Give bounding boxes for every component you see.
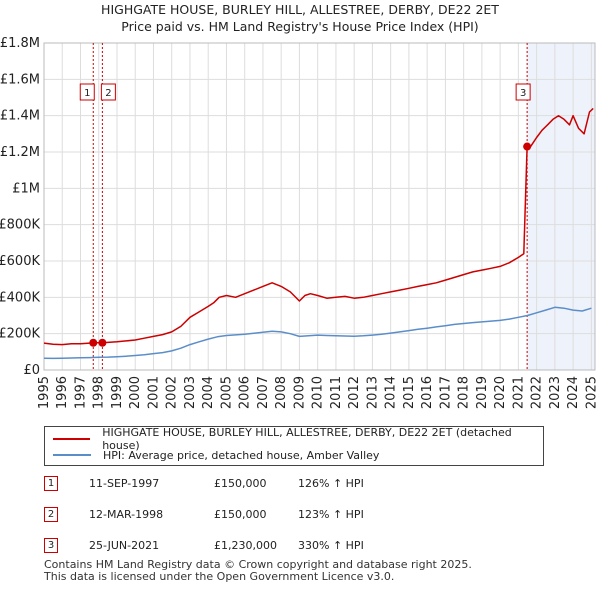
chart-subtitle: Price paid vs. HM Land Registry's House … <box>121 19 478 34</box>
transaction-number: 3 <box>44 537 58 553</box>
marker-box-3 <box>515 83 531 101</box>
y-tick-label: £0 <box>23 363 40 378</box>
marker-box-label-2: 2 <box>105 88 111 99</box>
table-row: 3 25-JUN-2021 £1,230,000 330% ↑ HPI <box>44 535 364 555</box>
marker-dot-2 <box>98 338 107 347</box>
x-tick-label: 2003 <box>183 376 198 409</box>
x-tick-label: 2006 <box>238 376 253 409</box>
x-tick-label: 2004 <box>201 376 216 409</box>
x-tick-label: 2018 <box>457 376 472 409</box>
marker-dot-3 <box>523 142 532 151</box>
x-tick-label: 2015 <box>402 376 417 409</box>
transaction-price: £1,230,000 <box>214 538 277 552</box>
transaction-date: 25-JUN-2021 <box>89 538 160 552</box>
x-tick-label: 2001 <box>146 376 161 409</box>
transaction-number: 1 <box>44 475 58 491</box>
x-tick-label: 2024 <box>566 376 581 409</box>
x-tick-label: 2022 <box>530 376 545 409</box>
legend-swatch-property <box>53 438 91 440</box>
transaction-hpi-change: 126% ↑ HPI <box>298 476 364 490</box>
x-tick-label: 2014 <box>384 376 399 409</box>
x-tick-label: 1996 <box>55 376 70 409</box>
x-tick-label: 2017 <box>438 376 453 409</box>
transaction-date: 12-MAR-1998 <box>89 507 164 521</box>
plot-frame <box>43 42 596 371</box>
transaction-price: £150,000 <box>214 476 267 490</box>
x-tick-label: 2021 <box>511 376 526 409</box>
legend: HIGHGATE HOUSE, BURLEY HILL, ALLESTREE, … <box>44 426 544 466</box>
y-tick-label: £1.6M <box>0 72 40 87</box>
marker-box-label-3: 3 <box>520 88 526 99</box>
series-line-property <box>43 107 594 346</box>
shaded-region <box>527 43 595 370</box>
x-tick-label: 2009 <box>292 376 307 409</box>
x-tick-label: 2012 <box>347 376 362 409</box>
x-tick-label: 2011 <box>329 376 344 409</box>
marker-box-2 <box>100 83 116 101</box>
y-tick-label: £1.4M <box>0 109 40 124</box>
transaction-hpi-change: 123% ↑ HPI <box>298 507 364 521</box>
x-tick-label: 1997 <box>73 376 88 409</box>
x-tick-label: 2013 <box>365 376 380 409</box>
legend-item-hpi: HPI: Average price, detached house, Ambe… <box>53 447 379 463</box>
x-tick-label: 2002 <box>165 376 180 409</box>
x-tick-label: 2016 <box>420 376 435 409</box>
y-tick-label: £1M <box>12 181 40 196</box>
price-chart: HIGHGATE HOUSE, BURLEY HILL, ALLESTREE, … <box>0 2 599 409</box>
legend-item-property: HIGHGATE HOUSE, BURLEY HILL, ALLESTREE, … <box>53 426 543 452</box>
x-tick-label: 2023 <box>548 376 563 409</box>
x-tick-label: 2019 <box>475 376 490 409</box>
legend-swatch-hpi <box>53 454 91 456</box>
x-tick-label: 2010 <box>311 376 326 409</box>
footer-licence: This data is licensed under the Open Gov… <box>44 570 395 583</box>
table-row: 1 11-SEP-1997 £150,000 126% ↑ HPI <box>44 473 364 493</box>
marker-box-label-1: 1 <box>84 88 90 99</box>
x-tick-label: 2020 <box>493 376 508 409</box>
chart-title: HIGHGATE HOUSE, BURLEY HILL, ALLESTREE, … <box>101 2 499 17</box>
y-tick-label: £800K <box>0 218 40 233</box>
transaction-hpi-change: 330% ↑ HPI <box>298 538 364 552</box>
x-tick-label: 1998 <box>92 376 107 409</box>
transaction-date: 11-SEP-1997 <box>89 476 160 490</box>
y-tick-label: £400K <box>0 290 40 305</box>
legend-label-hpi: HPI: Average price, detached house, Ambe… <box>103 448 380 462</box>
y-tick-label: £600K <box>0 254 40 269</box>
series-line-hpi <box>43 306 592 360</box>
footer: Contains HM Land Registry data © Crown c… <box>44 559 472 583</box>
y-tick-label: £1.8M <box>0 36 40 51</box>
x-tick-label: 2008 <box>274 376 289 409</box>
transaction-price: £150,000 <box>214 507 267 521</box>
x-tick-label: 2005 <box>219 376 234 409</box>
legend-label-property: HIGHGATE HOUSE, BURLEY HILL, ALLESTREE, … <box>102 426 512 452</box>
x-tick-label: 1999 <box>110 376 125 409</box>
transaction-number: 2 <box>44 506 58 522</box>
x-tick-label: 2007 <box>256 376 271 409</box>
table-row: 2 12-MAR-1998 £150,000 123% ↑ HPI <box>44 504 364 524</box>
x-tick-label: 2025 <box>584 376 599 409</box>
y-tick-label: £1.2M <box>0 145 40 160</box>
marker-dot-1 <box>89 338 98 347</box>
footer-copyright: Contains HM Land Registry data © Crown c… <box>44 558 472 571</box>
y-tick-label: £200K <box>0 327 40 342</box>
x-tick-label: 2000 <box>128 376 143 409</box>
marker-box-1 <box>79 83 95 101</box>
x-tick-label: 1995 <box>37 376 52 409</box>
